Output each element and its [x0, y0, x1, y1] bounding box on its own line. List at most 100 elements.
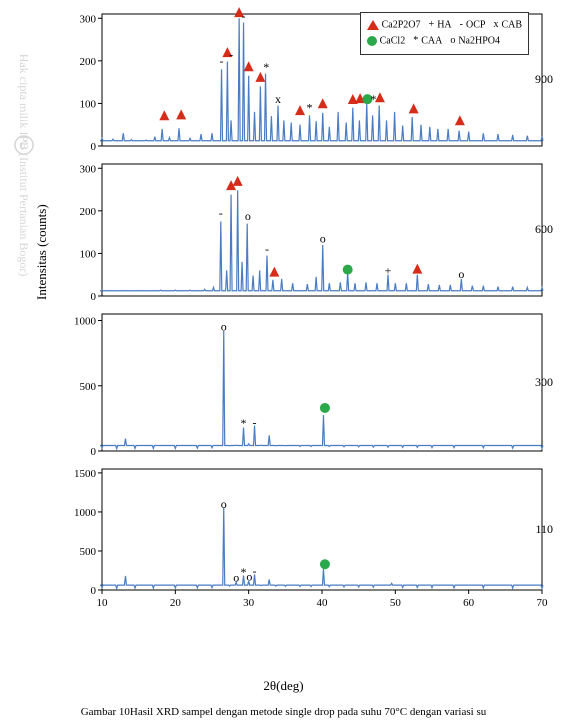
svg-text:o: o: [458, 267, 464, 281]
legend-label: CAB: [501, 19, 522, 30]
svg-text:*: *: [307, 101, 313, 115]
svg-text:60: 60: [463, 597, 475, 609]
svg-text:o: o: [233, 571, 239, 585]
marker-tri: [233, 176, 243, 186]
marker-tri: [159, 110, 169, 120]
legend-label: CAA: [421, 36, 442, 47]
marker-star: *: [241, 416, 247, 430]
marker-o: o: [245, 209, 251, 223]
svg-text:*: *: [241, 416, 247, 430]
svg-text:10: 10: [97, 597, 109, 609]
marker-tri: [295, 105, 305, 115]
marker-tri: [269, 267, 279, 277]
svg-text:o: o: [246, 570, 252, 584]
temperature-label: 110: [535, 522, 553, 537]
svg-text:-: -: [220, 54, 224, 68]
x-axis-label: 2θ(deg): [0, 678, 567, 694]
marker-plus: +: [385, 263, 392, 277]
svg-text:40: 40: [317, 597, 329, 609]
legend-label: HA: [437, 19, 451, 30]
svg-text:100: 100: [80, 248, 97, 260]
svg-text:200: 200: [80, 56, 97, 68]
xrd-trace: [100, 507, 543, 588]
svg-text:1000: 1000: [74, 316, 97, 328]
marker-dash: -: [220, 54, 224, 68]
panel-svg: 0 500 1000 o *-: [62, 306, 557, 461]
svg-text:o: o: [320, 232, 326, 246]
svg-text:1500: 1500: [74, 468, 97, 480]
svg-text:*: *: [263, 60, 269, 74]
svg-text:70: 70: [537, 597, 549, 609]
legend: Ca2P2O7+HA-OCPxCABCaCl2*CAAoNa2HPO4: [360, 12, 529, 55]
svg-text:0: 0: [91, 446, 97, 458]
svg-text:-: -: [229, 47, 233, 61]
marker-tri: [412, 264, 422, 274]
svg-text:50: 50: [390, 597, 402, 609]
svg-text:300: 300: [80, 163, 97, 175]
marker-tri: [455, 115, 465, 125]
marker-o: o: [233, 571, 239, 585]
svg-text:o: o: [221, 497, 227, 511]
temperature-label: 300: [535, 375, 553, 390]
legend-tri-icon: [367, 17, 379, 33]
legend---icon: -: [460, 17, 463, 33]
legend-label: CaCl2: [380, 36, 406, 47]
marker-dash: -: [242, 9, 246, 23]
svg-text:*: *: [370, 92, 376, 106]
svg-text:-: -: [242, 9, 246, 23]
y-axis-label: Intensitas (counts): [34, 204, 50, 300]
svg-text:-: -: [253, 415, 257, 429]
svg-text:100: 100: [80, 98, 97, 110]
panel-svg: 0 100 200 300 - o - o + o: [62, 156, 557, 306]
xrd-panel-600: 0 100 200 300 - o - o + o 600: [62, 156, 557, 306]
svg-text:20: 20: [170, 597, 182, 609]
svg-text:200: 200: [80, 206, 97, 218]
xrd-trace: [100, 331, 543, 449]
svg-text:-: -: [219, 206, 223, 220]
marker-circ: [320, 559, 330, 569]
watermark-text: Hak cipta milik IPB (Institut Pertanian …: [17, 54, 31, 277]
legend-label: Na2HPO4: [458, 36, 500, 47]
figure-caption: Gambar 10Hasil XRD sampel dengan metode …: [0, 706, 567, 718]
marker-circ: [320, 403, 330, 413]
svg-text:o: o: [245, 209, 251, 223]
xrd-panel-900: 0100200300---*x**900Ca2P2O7+HA-OCPxCABCa…: [62, 6, 557, 156]
marker-tri: [409, 103, 419, 113]
temperature-label: 900: [535, 72, 553, 87]
marker-star: *: [370, 92, 376, 106]
marker-dash: -: [229, 47, 233, 61]
svg-text:1000: 1000: [74, 507, 97, 519]
legend-x-icon: x: [493, 17, 498, 33]
legend-*-icon: *: [413, 33, 418, 49]
svg-text:0: 0: [91, 141, 97, 153]
svg-text:500: 500: [80, 381, 97, 393]
legend-circ-icon: [367, 33, 377, 49]
svg-text:o: o: [221, 319, 227, 333]
marker-dash: -: [265, 242, 269, 256]
marker-star: *: [307, 101, 313, 115]
panel-svg: 05001000150010203040506070oo*o-: [62, 461, 557, 616]
marker-dash: -: [253, 415, 257, 429]
marker-o: o: [246, 570, 252, 584]
svg-text:x: x: [275, 92, 281, 106]
marker-x: x: [275, 92, 281, 106]
watermark: C Hak cipta milik IPB (Institut Pertania…: [12, 135, 36, 555]
legend-row: CaCl2*CAAoNa2HPO4: [367, 33, 522, 49]
marker-dash: -: [219, 206, 223, 220]
svg-text:500: 500: [80, 546, 97, 558]
temperature-label: 600: [535, 222, 553, 237]
svg-text:0: 0: [91, 291, 97, 303]
legend-label: Ca2P2O7: [382, 19, 421, 30]
marker-o: o: [221, 497, 227, 511]
svg-text:+: +: [385, 263, 392, 277]
legend-label: OCP: [466, 19, 485, 30]
xrd-panel-stack: 0100200300---*x**900Ca2P2O7+HA-OCPxCABCa…: [62, 6, 557, 616]
legend-+-icon: +: [429, 17, 435, 33]
svg-text:0: 0: [91, 585, 97, 597]
marker-tri: [244, 61, 254, 71]
marker-tri: [176, 109, 186, 119]
svg-text:30: 30: [243, 597, 255, 609]
marker-o: o: [221, 319, 227, 333]
marker-dash: -: [253, 564, 257, 578]
marker-star: *: [263, 60, 269, 74]
